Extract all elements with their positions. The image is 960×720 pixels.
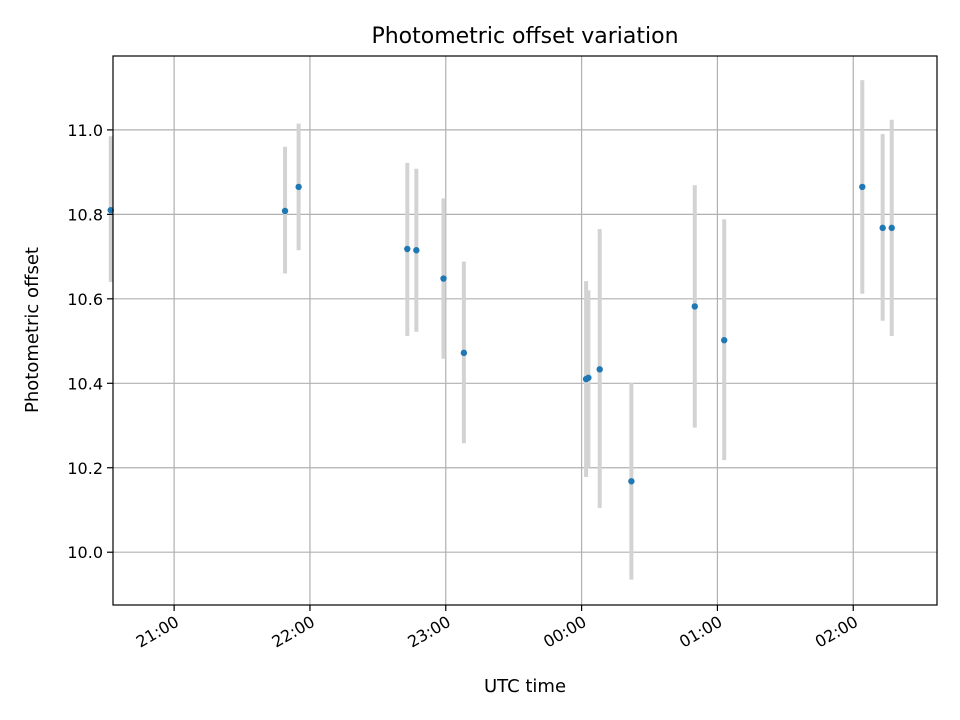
plot-frame [112,55,938,606]
data-point [859,183,866,191]
y-tick-label: 10.6 [67,290,103,309]
y-tick-label: 11.0 [67,121,103,140]
y-tick-label: 10.0 [67,543,103,562]
data-point [295,183,302,191]
x-tick-label: 02:00 [812,612,861,652]
x-axis-label: UTC time [484,676,566,697]
data-point [879,224,886,232]
data-point [413,247,420,254]
data-points [107,183,895,485]
grid [113,56,937,605]
data-point [281,207,289,215]
errorbars [108,80,894,580]
data-point [440,275,447,282]
x-tick-label: 00:00 [540,612,589,652]
data-point [585,374,592,381]
x-tick-label: 01:00 [676,612,725,652]
ticks: 21:00 22:00 23:00 00:00 01:00 02:00 10.0 10.2 10… [67,121,861,652]
x-tick-label: 22:00 [269,612,318,652]
y-axis-label: Photometric offset [22,247,43,413]
y-tick-label: 10.8 [67,205,103,224]
data-point [460,349,468,357]
y-tick-label: 10.4 [67,374,103,393]
data-point [628,478,635,485]
data-point [888,224,895,232]
y-tick-label: 10.2 [67,459,103,478]
data-point [691,303,698,310]
data-point [404,245,411,253]
x-tick-label: 21:00 [133,612,182,652]
chart-title: Photometric offset variation [371,24,678,49]
x-tick-label: 23:00 [404,612,453,652]
data-point [721,337,728,344]
data-point [596,366,603,373]
data-point [107,206,114,214]
